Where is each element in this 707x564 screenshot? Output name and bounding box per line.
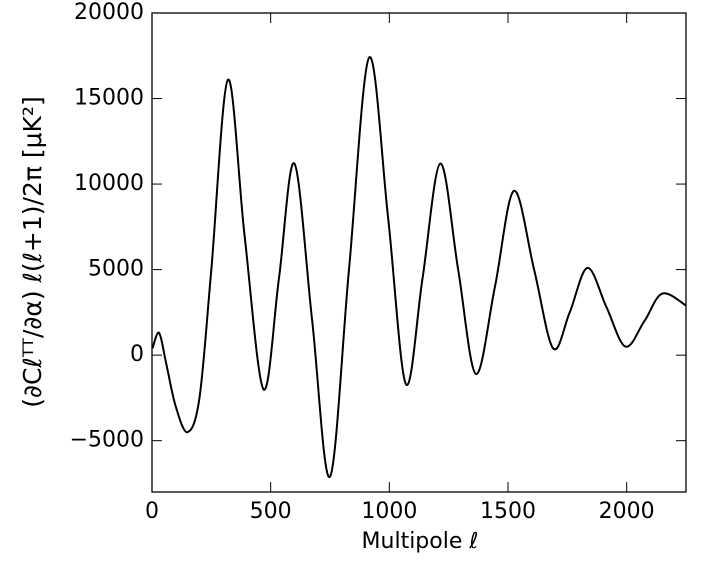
x-axis-label: Multipole ℓ <box>362 529 479 554</box>
y-tick-label: −5000 <box>70 428 144 453</box>
y-tick-label: 15000 <box>74 86 144 111</box>
y-tick-label: 20000 <box>74 0 144 25</box>
x-tick-label: 2000 <box>599 499 655 524</box>
data-line <box>152 56 686 478</box>
y-tick-label: 5000 <box>88 257 144 282</box>
plot-frame <box>151 12 687 493</box>
x-tick-label: 0 <box>145 499 159 524</box>
x-tick-label: 1500 <box>480 499 536 524</box>
x-tick-label: 1000 <box>361 499 417 524</box>
y-tick-label: 10000 <box>74 171 144 196</box>
y-tick-label: 0 <box>130 342 144 367</box>
x-tick-label: 500 <box>250 499 292 524</box>
y-axis-label: (∂Cℓᵀᵀ/∂α) ℓ(ℓ+1)/2π [μK²] <box>18 96 47 407</box>
